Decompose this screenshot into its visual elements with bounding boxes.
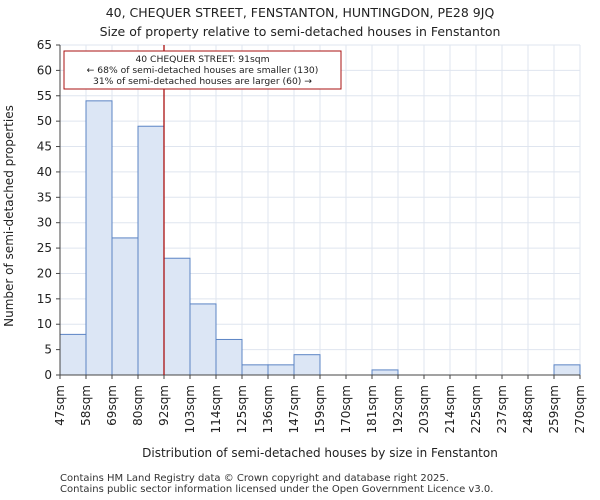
x-tick-label-69sqm: 69sqm [105,385,119,426]
x-tick-label-125sqm: 125sqm [235,385,249,433]
y-tick-label-35: 35 [37,190,52,204]
annotation-box [63,50,342,90]
bar-80sqm [137,125,165,376]
x-tick-label-147sqm: 147sqm [287,385,301,433]
y-tick-label-55: 55 [37,89,52,103]
bars [59,100,581,376]
x-tick-label-47sqm: 47sqm [53,385,67,426]
x-tick-label-237sqm: 237sqm [495,385,509,433]
bar-58sqm [85,100,113,376]
bar-92sqm [163,257,191,376]
y-tick-label-25: 25 [37,241,52,255]
bar-181sqm [371,369,399,376]
axes: 0 5 10 15 20 25 30 35 40 45 50 55 60 65 47sqm 58sqm 69sq… [37,38,587,433]
x-tick-label-92sqm: 92sqm [157,385,171,426]
annotation-line-1: 40 CHEQUER STREET: 91sqm [135,54,269,65]
x-tick-label-136sqm: 136sqm [261,385,275,433]
annotation: 40 CHEQUER STREET: 91sqm← 68% of semi-de… [63,50,342,90]
y-tick-label-30: 30 [37,216,52,230]
y-axis-label: Number of semi-detached properties [2,105,16,327]
footer-line-2: Contains public sector information licen… [60,484,494,495]
annotation-line-2: ← 68% of semi-detached houses are smalle… [87,65,319,76]
y-tick-label-60: 60 [37,63,52,77]
bar-114sqm [215,338,243,376]
chart-subtitle: Size of property relative to semi-detach… [100,24,501,39]
x-tick-label-114sqm: 114sqm [209,385,223,433]
chart-title: 40, CHEQUER STREET, FENSTANTON, HUNTINGD… [106,5,495,20]
y-tick-label-20: 20 [37,266,52,280]
bar-136sqm [267,364,295,376]
bar-125sqm [241,364,269,376]
x-tick-label-80sqm: 80sqm [131,385,145,426]
x-tick-label-214sqm: 214sqm [443,385,457,433]
annotation-line-3: 31% of semi-detached houses are larger (… [93,76,312,87]
y-tick-label-0: 0 [44,368,52,382]
x-tick-label-203sqm: 203sqm [417,385,431,433]
bar-147sqm [293,354,321,376]
y-tick-label-45: 45 [37,140,52,154]
x-tick-label-192sqm: 192sqm [391,385,405,433]
x-tick-label-181sqm: 181sqm [365,385,379,433]
x-tick-label-248sqm: 248sqm [521,385,535,433]
bar-47sqm [59,333,87,376]
x-tick-label-259sqm: 259sqm [547,385,561,433]
x-axis-label: Distribution of semi-detached houses by … [142,446,498,460]
y-tick-label-40: 40 [37,165,52,179]
y-tick-label-15: 15 [37,292,52,306]
y-tick-label-10: 10 [37,317,52,331]
x-tick-label-225sqm: 225sqm [469,385,483,433]
x-tick-label-103sqm: 103sqm [183,385,197,433]
x-tick-label-270sqm: 270sqm [573,385,587,433]
y-tick-label-5: 5 [44,343,52,357]
y-tick-label-50: 50 [37,114,52,128]
bar-69sqm [111,237,139,376]
footer-line-1: Contains HM Land Registry data © Crown c… [60,473,449,484]
x-tick-label-159sqm: 159sqm [313,385,327,433]
bar-259sqm [553,364,581,376]
x-tick-label-170sqm: 170sqm [339,385,353,433]
y-tick-label-65: 65 [37,38,52,52]
x-tick-label-58sqm: 58sqm [79,385,93,426]
bar-103sqm [189,303,217,376]
